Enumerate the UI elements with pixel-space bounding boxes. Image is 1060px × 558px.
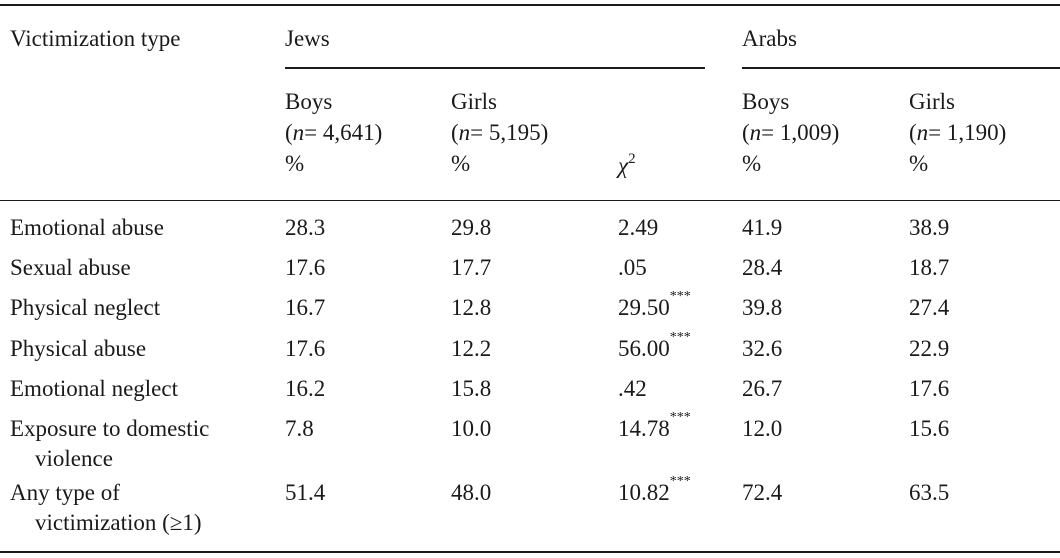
col-unit: %	[742, 151, 762, 176]
row-label-line: violence	[35, 446, 113, 471]
cell-arabs-girls: 17.6	[909, 376, 950, 401]
cell-arabs-girls: 15.6	[909, 416, 950, 441]
cell-chi-square: 2.49	[618, 213, 658, 243]
jews-group-rule	[285, 67, 705, 69]
cell-chi-square: 29.50***	[618, 290, 691, 323]
col-n: (n= 1,190)	[909, 120, 1007, 145]
row-label-line: victimization (≥1)	[35, 510, 202, 535]
col-label: Girls	[451, 89, 497, 114]
chi-exponent: 2	[628, 151, 636, 167]
chi-square-value: .42	[618, 376, 647, 401]
col-label: Girls	[909, 89, 955, 114]
row-label-line: Sexual abuse	[10, 255, 131, 280]
cell-jews-girls: 12.2	[451, 336, 492, 361]
col-unit: %	[451, 151, 471, 176]
chi-square-value: 2.49	[618, 215, 659, 240]
header-bottom-rule	[0, 200, 1060, 201]
row-label-line: Any type of	[10, 480, 120, 505]
cell-jews-girls: 10.0	[451, 416, 492, 441]
cell-arabs-boys: 41.9	[742, 215, 783, 240]
significance-marker: ***	[669, 410, 691, 425]
cell-arabs-boys: 28.4	[742, 255, 783, 280]
row-label-line: Physical abuse	[10, 336, 147, 361]
significance-marker: ***	[669, 289, 691, 304]
cell-jews-girls: 15.8	[451, 376, 492, 401]
arabs-group-rule	[742, 67, 1060, 69]
row-label: Emotional neglect	[10, 374, 178, 404]
col-n: (n= 5,195)	[451, 120, 549, 145]
cell-chi-square: .05	[618, 253, 647, 283]
col-label: Boys	[285, 89, 333, 114]
row-label: Sexual abuse	[10, 253, 131, 283]
cell-jews-boys: 16.2	[285, 376, 326, 401]
row-label: Physical abuse	[10, 334, 146, 364]
group-header-arabs: Arabs	[742, 26, 797, 51]
cell-arabs-boys: 39.8	[742, 295, 783, 320]
top-rule	[0, 4, 1060, 6]
row-label-line: Exposure to domestic	[10, 416, 210, 441]
n-value: = 5,195	[470, 120, 541, 145]
cell-arabs-boys: 32.6	[742, 336, 783, 361]
cell-arabs-girls: 38.9	[909, 215, 950, 240]
n-symbol: n	[458, 120, 471, 145]
cell-jews-girls: 17.7	[451, 255, 492, 280]
cell-jews-boys: 16.7	[285, 295, 326, 320]
cell-arabs-girls: 63.5	[909, 480, 950, 505]
n-value: = 4,641	[304, 120, 375, 145]
cell-chi-square: .42	[618, 374, 647, 404]
n-symbol: n	[292, 120, 305, 145]
col-n: (n= 1,009)	[742, 120, 840, 145]
cell-jews-boys: 51.4	[285, 480, 326, 505]
col-header-jews-girls: Girls (n= 5,195) %	[451, 86, 548, 179]
col-unit: %	[909, 151, 929, 176]
cell-arabs-girls: 22.9	[909, 336, 950, 361]
cell-jews-boys: 28.3	[285, 215, 326, 240]
row-label-line: Emotional neglect	[10, 376, 178, 401]
cell-jews-girls: 48.0	[451, 480, 492, 505]
cell-jews-boys: 17.6	[285, 336, 326, 361]
n-symbol: n	[916, 120, 929, 145]
cell-jews-girls: 29.8	[451, 215, 492, 240]
stub-header: Victimization type	[10, 26, 181, 51]
n-value: = 1,190	[928, 120, 999, 145]
col-header-arabs-boys: Boys (n= 1,009) %	[742, 86, 839, 179]
significance-marker: ***	[669, 474, 691, 489]
row-label: Emotional abuse	[10, 213, 164, 243]
cell-jews-boys: 17.6	[285, 255, 326, 280]
group-header-jews: Jews	[285, 26, 330, 51]
chi-square-value: 10.82	[618, 480, 670, 505]
row-label: Physical neglect	[10, 293, 160, 323]
col-unit: %	[285, 151, 305, 176]
col-n: (n= 4,641)	[285, 120, 383, 145]
cell-chi-square: 56.00***	[618, 331, 691, 364]
col-header-arabs-girls: Girls (n= 1,190) %	[909, 86, 1006, 179]
col-header-jews-boys: Boys (n= 4,641) %	[285, 86, 382, 179]
cell-arabs-boys: 72.4	[742, 480, 783, 505]
chi-symbol: χ	[618, 153, 629, 178]
chi-square-value: .05	[618, 255, 647, 280]
cell-chi-square: 14.78***	[618, 411, 691, 444]
row-label: Any type of victimization (≥1)	[10, 478, 202, 538]
chi-square-value: 29.50	[618, 295, 670, 320]
chi-square-value: 56.00	[618, 336, 670, 361]
n-value: = 1,009	[761, 120, 832, 145]
cell-arabs-boys: 12.0	[742, 416, 783, 441]
cell-chi-square: 10.82***	[618, 475, 691, 508]
cell-arabs-boys: 26.7	[742, 376, 783, 401]
cell-arabs-girls: 27.4	[909, 295, 950, 320]
row-label: Exposure to domestic violence	[10, 414, 209, 474]
row-label-line: Physical neglect	[10, 295, 161, 320]
cell-jews-girls: 12.8	[451, 295, 492, 320]
n-symbol: n	[749, 120, 762, 145]
bottom-rule	[0, 551, 1060, 553]
cell-arabs-girls: 18.7	[909, 255, 950, 280]
row-label-line: Emotional abuse	[10, 215, 164, 240]
chi-square-value: 14.78	[618, 416, 670, 441]
col-label: Boys	[742, 89, 790, 114]
significance-marker: ***	[669, 330, 691, 345]
col-header-chi-square: χ2	[618, 150, 636, 185]
cell-jews-boys: 7.8	[285, 416, 314, 441]
